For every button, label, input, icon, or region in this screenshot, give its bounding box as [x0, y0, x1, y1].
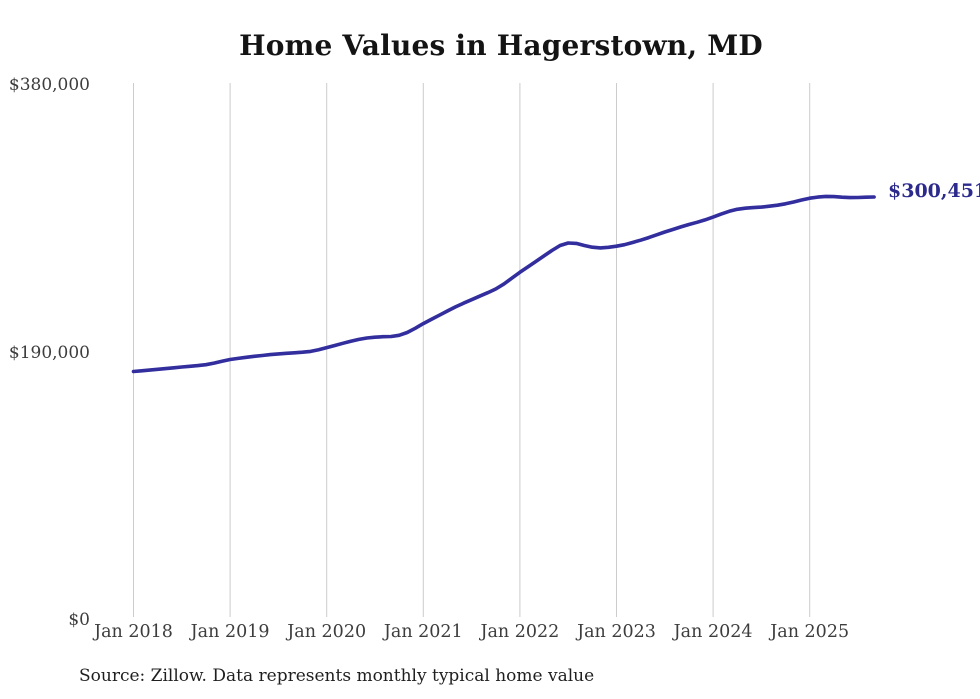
- home-value-line: [131, 194, 876, 374]
- source-attribution: Source: Zillow. Data represents monthly …: [79, 666, 595, 686]
- chart-title: Home Values in Hagerstown, MD: [239, 29, 763, 62]
- series-end-value-label: $300,451: [888, 180, 980, 202]
- x-tick-label: Jan 2019: [190, 622, 270, 642]
- x-tick-label: Jan 2025: [770, 622, 850, 642]
- x-tick-label: Jan 2018: [94, 622, 173, 642]
- y-tick-label: $0: [68, 610, 90, 630]
- x-tick-label: Jan 2021: [383, 622, 463, 642]
- x-tick-label: Jan 2024: [673, 622, 753, 642]
- x-tick-label: Jan 2020: [287, 622, 367, 642]
- x-tick-label: Jan 2023: [577, 622, 656, 642]
- x-tick-label: Jan 2022: [480, 622, 560, 642]
- y-tick-label: $380,000: [8, 75, 90, 95]
- y-tick-label: $190,000: [8, 342, 90, 363]
